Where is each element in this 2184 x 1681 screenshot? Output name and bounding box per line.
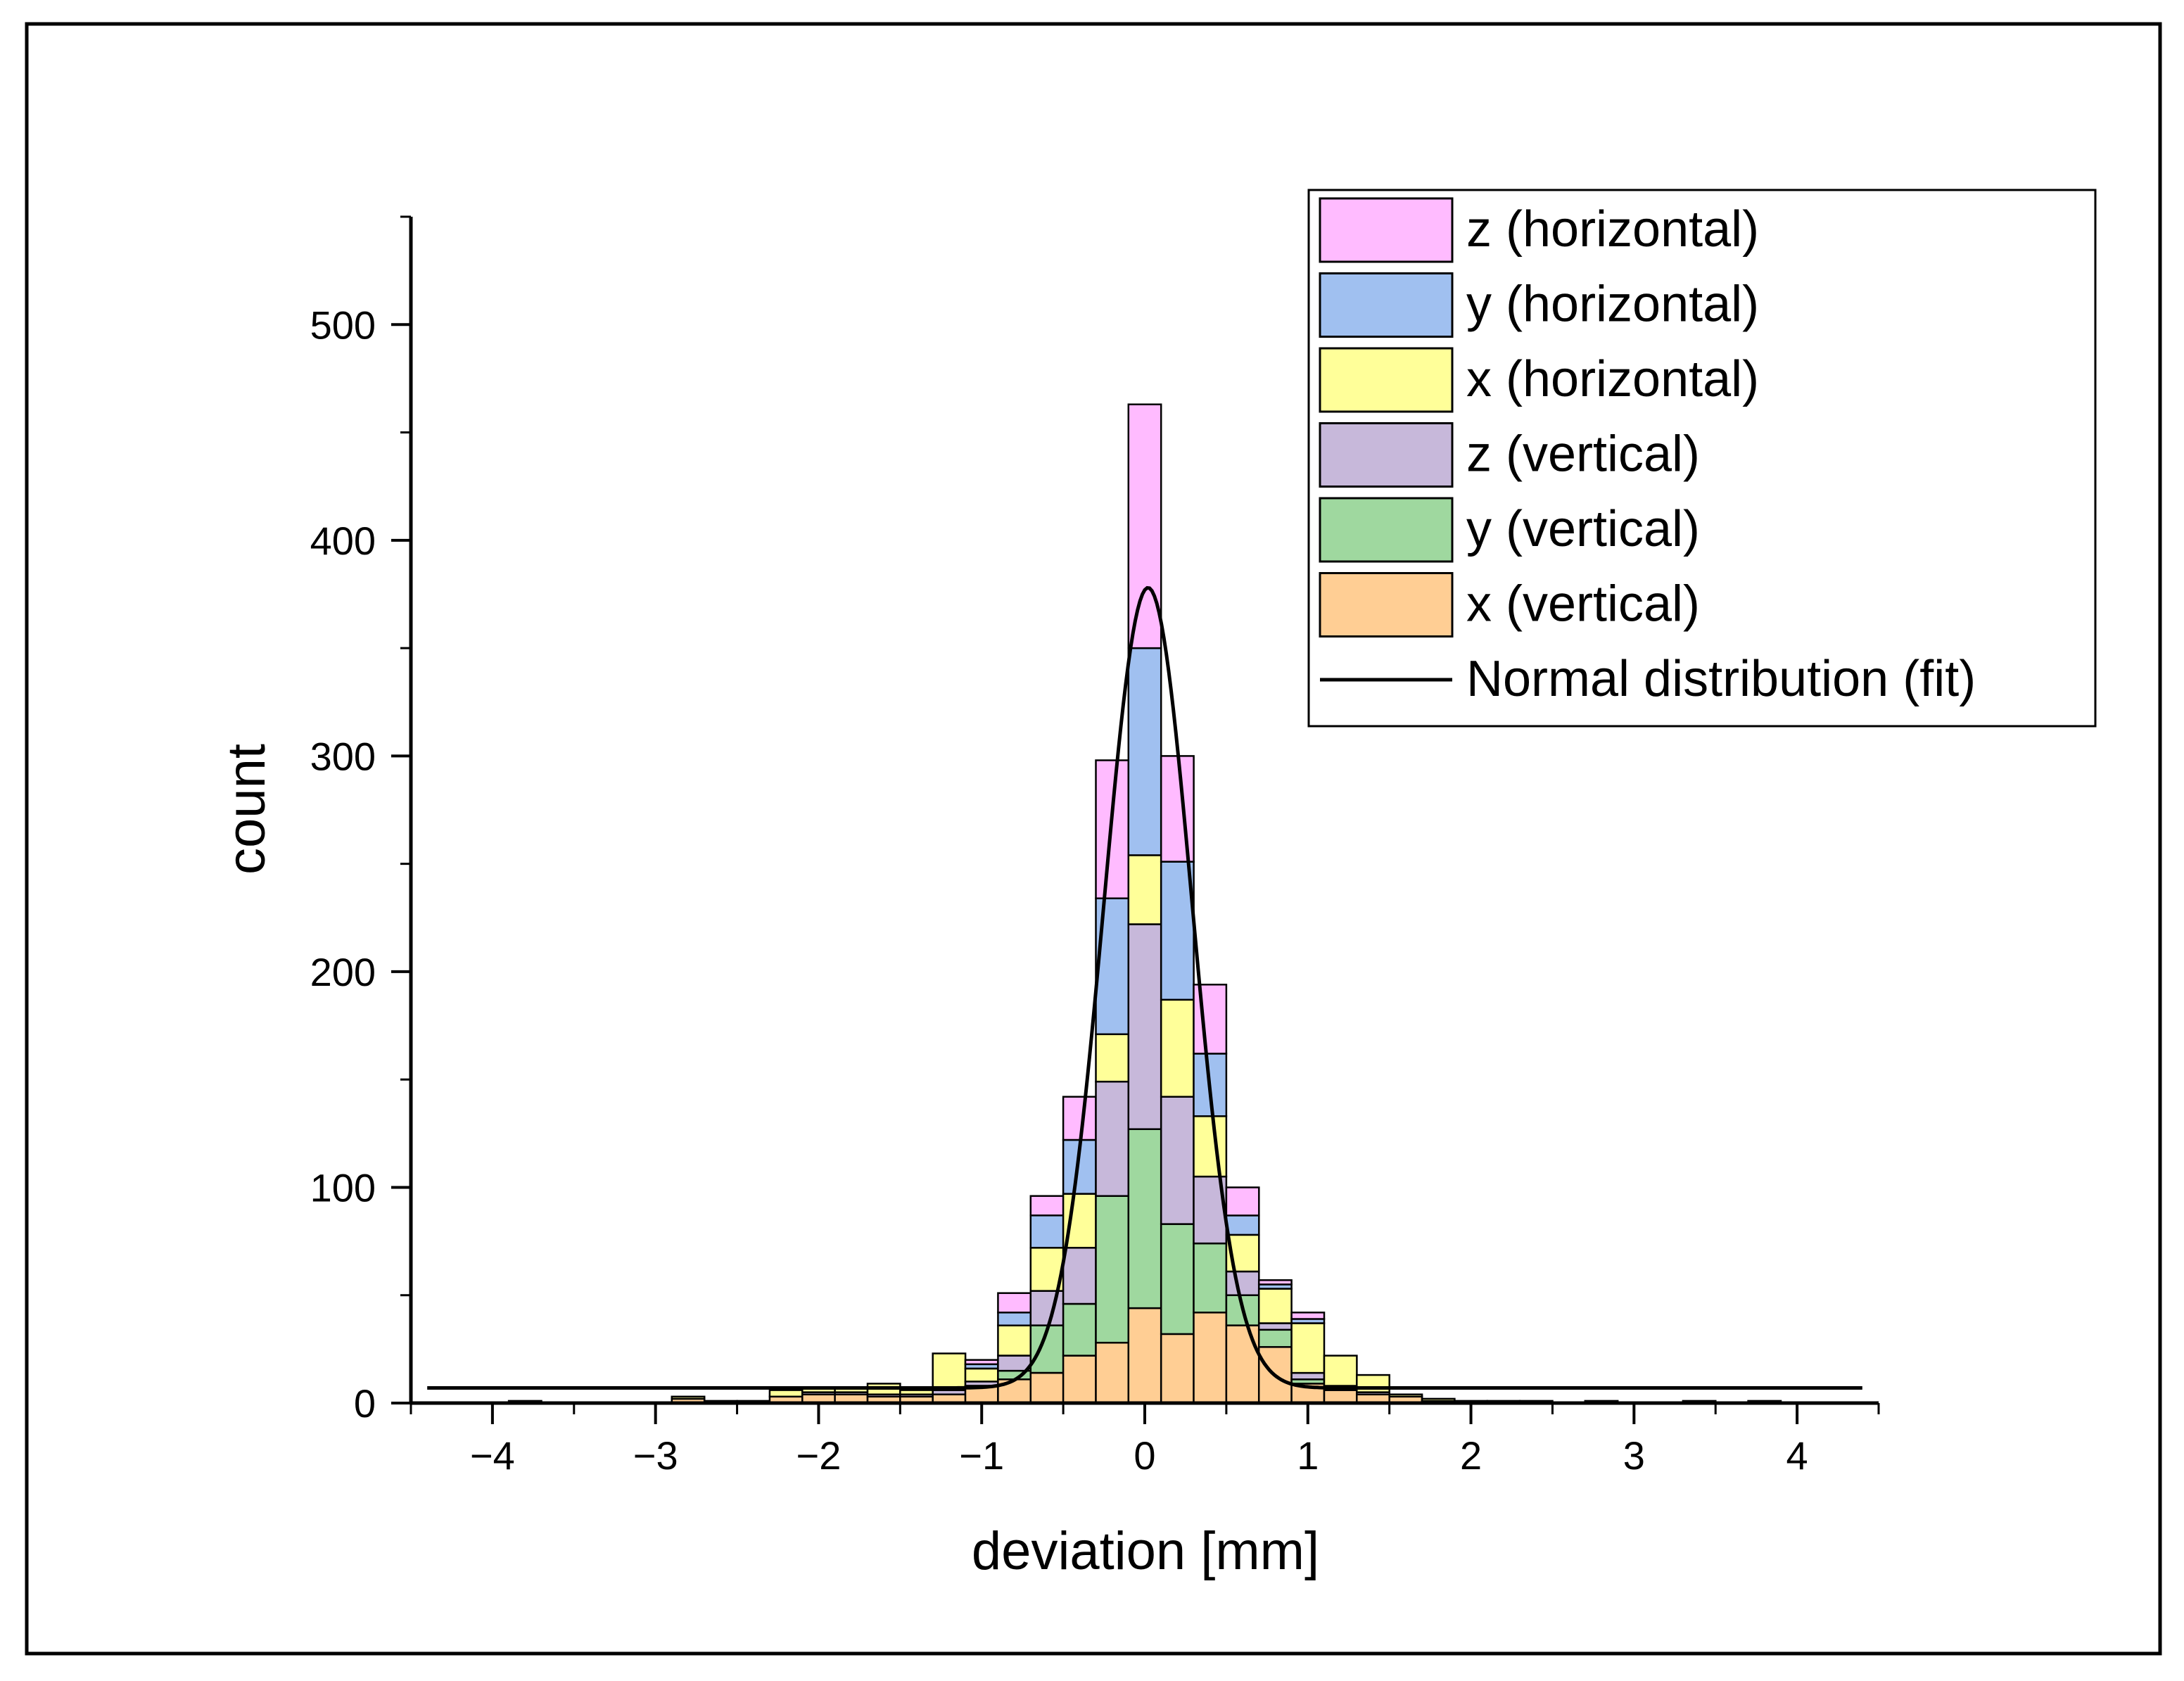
x-tick-label: 0 bbox=[1134, 1433, 1155, 1478]
fit-layer bbox=[427, 585, 1862, 1390]
legend-label: y (horizontal) bbox=[1466, 277, 1759, 333]
legend-label: z (vertical) bbox=[1466, 426, 1700, 483]
legend-label: z (horizontal) bbox=[1466, 201, 1759, 258]
x-tick-label: −1 bbox=[959, 1433, 1004, 1478]
bar-segment-x-horizontal-bin-19 bbox=[1257, 1288, 1293, 1324]
legend-swatch bbox=[1319, 347, 1454, 413]
legend-swatch bbox=[1319, 197, 1454, 263]
bar-segment-x-horizontal-bin-9 bbox=[932, 1352, 967, 1391]
bar-segment-x-vertical-bin-16 bbox=[1160, 1333, 1195, 1404]
bar-segment-x-horizontal-bin-10 bbox=[964, 1367, 999, 1383]
bar-segment-y-vertical-bin-17 bbox=[1193, 1242, 1228, 1314]
bar-segment-x-vertical-bin-15 bbox=[1127, 1307, 1162, 1404]
bar-segment-x-horizontal-bin-8 bbox=[899, 1389, 934, 1395]
y-tick-label: 200 bbox=[310, 950, 376, 994]
bar-segment-x-horizontal-bin-4 bbox=[768, 1389, 804, 1398]
y-axis-label: count bbox=[217, 744, 277, 875]
bar-segment-y-horizontal-bin-15 bbox=[1127, 647, 1162, 856]
bar-segment-z-horizontal-bin-11 bbox=[997, 1292, 1032, 1314]
bar-segment-x-horizontal-bin-15 bbox=[1127, 854, 1162, 925]
y-tick-label: 300 bbox=[310, 734, 376, 778]
bar-segment-x-vertical-bin-18 bbox=[1225, 1324, 1260, 1404]
bar-segment-x-vertical-bin-14 bbox=[1095, 1341, 1130, 1404]
bar-segment-y-vertical-bin-19 bbox=[1257, 1328, 1293, 1348]
legend-swatch bbox=[1319, 422, 1454, 488]
bar-segment-z-horizontal-bin-10 bbox=[964, 1359, 999, 1366]
bar-segment-z-horizontal-bin-20 bbox=[1290, 1312, 1326, 1320]
bar-segment-x-horizontal-bin-23 bbox=[1388, 1393, 1423, 1398]
legend-label: y (vertical) bbox=[1466, 501, 1700, 557]
bar-segment-z-horizontal-bin-12 bbox=[1029, 1195, 1065, 1217]
normal-fit-curve bbox=[427, 585, 1862, 1390]
x-axis-label: deviation [mm] bbox=[972, 1521, 1319, 1581]
bar-segment-x-horizontal-bin-21 bbox=[1323, 1355, 1358, 1387]
bar-segment-x-vertical-bin-12 bbox=[1029, 1371, 1065, 1404]
y-tick-label: 500 bbox=[310, 303, 376, 347]
bar-segment-z-vertical-bin-19 bbox=[1257, 1322, 1293, 1331]
bar-segment-x-vertical-bin-17 bbox=[1193, 1312, 1228, 1404]
x-tick-label: 1 bbox=[1297, 1433, 1319, 1478]
legend: z (horizontal) y (horizontal) x (horizonta… bbox=[1307, 189, 2097, 728]
x-tick-label: 3 bbox=[1623, 1433, 1645, 1478]
legend-label: x (vertical) bbox=[1466, 576, 1700, 633]
bar-segment-y-horizontal-bin-12 bbox=[1029, 1214, 1065, 1249]
axes: −4 −3 −2 −1 0 1 2 3 4 0 100 200 300 400 500 bbox=[310, 215, 1880, 1478]
bar-segment-z-horizontal-bin-18 bbox=[1225, 1186, 1260, 1217]
bar-segment-x-vertical-bin-13 bbox=[1062, 1355, 1097, 1404]
x-tick-label: −2 bbox=[796, 1433, 842, 1478]
bar-segment-y-horizontal-bin-11 bbox=[997, 1312, 1032, 1326]
legend-swatch bbox=[1319, 497, 1454, 563]
bar-segment-x-horizontal-bin-1 bbox=[671, 1395, 706, 1400]
x-tick-label: −4 bbox=[470, 1433, 515, 1478]
y-ticks: 0 100 200 300 400 500 bbox=[310, 215, 411, 1426]
legend-swatch bbox=[1319, 572, 1454, 637]
bar-segment-z-vertical-bin-13 bbox=[1062, 1247, 1097, 1305]
bar-segment-z-horizontal-bin-13 bbox=[1062, 1096, 1097, 1141]
y-tick-label: 100 bbox=[310, 1165, 376, 1210]
legend-swatch bbox=[1319, 272, 1454, 338]
x-ticks: −4 −3 −2 −1 0 1 2 3 4 bbox=[410, 1403, 1880, 1478]
bar-segment-x-horizontal-bin-17 bbox=[1193, 1115, 1228, 1178]
x-tick-label: 4 bbox=[1786, 1433, 1808, 1478]
x-tick-label: −3 bbox=[633, 1433, 678, 1478]
legend-label: x (horizontal) bbox=[1466, 351, 1759, 407]
bar-segment-z-vertical-bin-18 bbox=[1225, 1270, 1260, 1296]
bar-segment-x-horizontal-bin-14 bbox=[1095, 1033, 1130, 1083]
bar-segment-y-horizontal-bin-18 bbox=[1225, 1214, 1260, 1236]
bar-segment-z-vertical-bin-15 bbox=[1127, 923, 1162, 1130]
y-tick-label: 400 bbox=[310, 519, 376, 563]
bar-segment-z-vertical-bin-20 bbox=[1290, 1371, 1326, 1381]
x-tick-label: 2 bbox=[1460, 1433, 1482, 1478]
bar-segment-z-vertical-bin-14 bbox=[1095, 1080, 1130, 1197]
bar-segment-y-horizontal-bin-16 bbox=[1160, 861, 1195, 1001]
bar-segment-z-vertical-bin-16 bbox=[1160, 1096, 1195, 1225]
bar-segment-x-vertical-bin-21 bbox=[1323, 1389, 1358, 1404]
bar-segment-y-vertical-bin-13 bbox=[1062, 1302, 1097, 1357]
bar-segment-z-vertical-bin-12 bbox=[1029, 1290, 1065, 1326]
bar-segment-z-horizontal-bin-17 bbox=[1193, 984, 1228, 1055]
bar-segment-x-horizontal-bin-11 bbox=[997, 1324, 1032, 1357]
bar-segment-x-horizontal-bin-24 bbox=[1421, 1397, 1456, 1402]
bar-segment-y-vertical-bin-16 bbox=[1160, 1223, 1195, 1336]
bar-segment-x-horizontal-bin-20 bbox=[1290, 1322, 1326, 1374]
bar-segment-z-horizontal-bin-16 bbox=[1160, 755, 1195, 863]
bar-segment-y-vertical-bin-15 bbox=[1127, 1128, 1162, 1309]
bar-segment-y-vertical-bin-18 bbox=[1225, 1294, 1260, 1326]
y-tick-label: 0 bbox=[354, 1381, 376, 1426]
bar-segment-z-horizontal-bin-19 bbox=[1257, 1279, 1293, 1286]
bar-segment-z-horizontal-bin-15 bbox=[1127, 403, 1162, 649]
bar-segment-y-vertical-bin-14 bbox=[1095, 1195, 1130, 1344]
bar-segment-x-horizontal-bin-16 bbox=[1160, 998, 1195, 1098]
legend-label-fit: Normal distribution (fit) bbox=[1466, 651, 1976, 707]
